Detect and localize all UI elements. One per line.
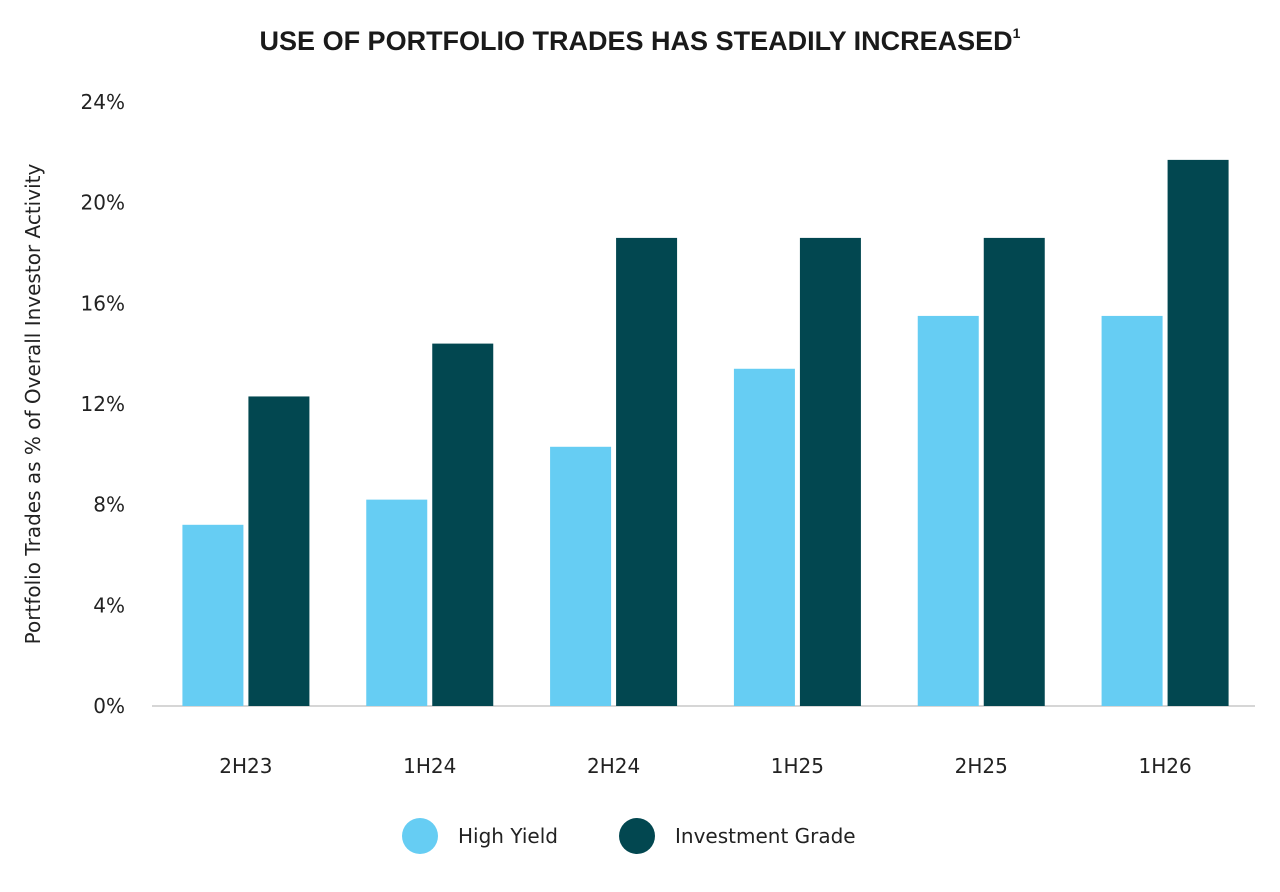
bar-high-yield: [917, 315, 979, 706]
x-tick-label: 2H24: [587, 754, 640, 778]
y-axis-label: Portfolio Trades as % of Overall Investo…: [21, 164, 45, 645]
x-tick-labels: 2H23 1H24 2H24 1H25 2H25 1H26: [219, 754, 1191, 778]
y-tick-label: 20%: [81, 191, 125, 215]
bar-investment-grade: [248, 396, 310, 706]
bar-high-yield: [1101, 315, 1163, 706]
y-tick-label: 8%: [93, 493, 125, 517]
bar-high-yield: [366, 499, 428, 706]
x-tick-label: 1H26: [1138, 754, 1191, 778]
bar-high-yield: [733, 368, 795, 706]
y-tick-label: 24%: [81, 90, 125, 114]
bar-investment-grade: [616, 237, 678, 706]
x-tick-label: 2H23: [219, 754, 272, 778]
y-tick-label: 4%: [93, 593, 125, 617]
chart-title-footnote: 1: [1013, 25, 1021, 41]
legend-label: High Yield: [458, 824, 558, 848]
bar-investment-grade: [799, 237, 861, 706]
y-tick-label: 0%: [93, 694, 125, 718]
legend-marker: [402, 818, 438, 854]
bar-investment-grade: [1167, 159, 1229, 707]
y-tick-labels: 0% 4% 8% 12% 16% 20% 24%: [81, 90, 125, 718]
bars: [182, 159, 1229, 707]
bar-high-yield: [182, 524, 244, 706]
bar-investment-grade: [983, 237, 1045, 706]
x-tick-label: 2H25: [955, 754, 1008, 778]
legend: High Yield Investment Grade: [402, 818, 856, 854]
bar-high-yield: [550, 446, 612, 706]
y-tick-label: 12%: [81, 392, 125, 416]
legend-marker: [619, 818, 655, 854]
chart-title-text: USE OF PORTFOLIO TRADES HAS STEADILY INC…: [260, 26, 1013, 56]
x-tick-label: 1H24: [403, 754, 456, 778]
legend-label: Investment Grade: [675, 824, 856, 848]
chart-title: USE OF PORTFOLIO TRADES HAS STEADILY INC…: [260, 25, 1021, 56]
x-tick-label: 1H25: [771, 754, 824, 778]
bar-investment-grade: [432, 343, 494, 706]
y-tick-label: 16%: [81, 291, 125, 315]
